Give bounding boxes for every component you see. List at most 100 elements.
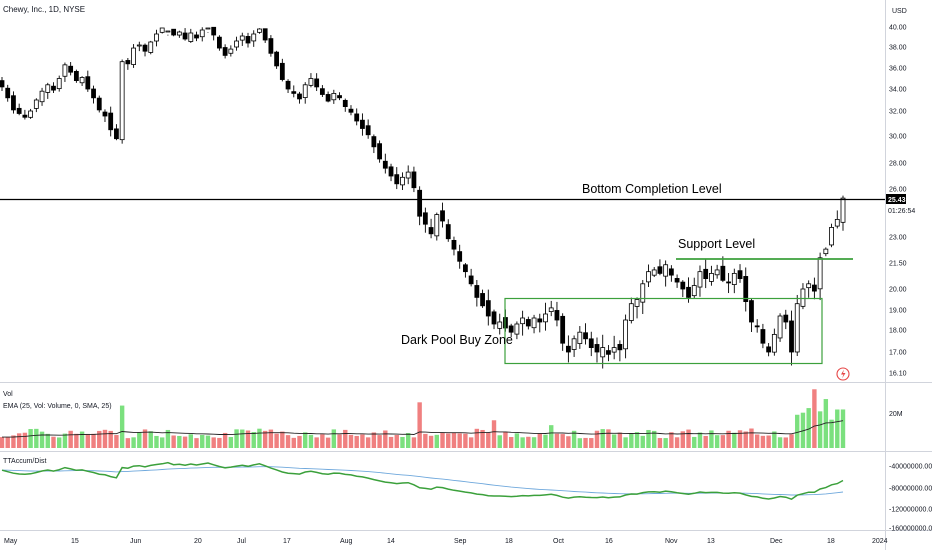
candle-body <box>142 44 148 52</box>
price-tick-label: 38.00 <box>889 45 907 52</box>
volume-ema-line <box>2 420 844 438</box>
time-tick-label: Aug <box>340 538 353 545</box>
candle-body <box>691 285 697 297</box>
volume-bar <box>440 432 445 448</box>
volume-bar <box>423 433 428 448</box>
volume-bar <box>274 433 279 448</box>
volume-bar <box>812 389 817 448</box>
volume-bar <box>142 429 148 448</box>
volume-bar <box>34 428 39 448</box>
volume-bar <box>394 434 399 448</box>
volume-tick: 20M <box>889 411 903 418</box>
candle-body <box>743 276 749 302</box>
candle-body <box>125 60 131 65</box>
volume-bar <box>646 429 651 448</box>
currency-label: USD <box>892 8 907 15</box>
candle-body <box>5 87 11 99</box>
candle-body <box>537 318 543 323</box>
volume-bar <box>119 405 125 448</box>
volume-title: Vol <box>3 391 13 398</box>
volume-bar <box>577 438 583 448</box>
candle-body <box>291 91 297 94</box>
candle-body <box>257 28 262 33</box>
volume-bar <box>11 435 16 448</box>
last-price-tag <box>886 194 906 204</box>
volume-bar <box>325 437 331 448</box>
price-tick-label: 40.00 <box>889 25 907 32</box>
volume-bar <box>343 429 348 448</box>
candle-body <box>428 227 434 235</box>
candle-body <box>445 224 451 240</box>
candle-body <box>674 278 680 283</box>
volume-bar <box>743 431 748 448</box>
candle-body <box>823 248 829 255</box>
time-tick-label: 2024 <box>872 538 888 545</box>
candle-body <box>497 321 503 329</box>
candle-body <box>749 300 754 323</box>
candle-body <box>96 97 102 111</box>
volume-bar <box>468 437 474 448</box>
candle-body <box>663 264 669 277</box>
volume-bar <box>417 402 422 448</box>
candle-body <box>136 44 142 47</box>
volume-bar <box>268 429 274 448</box>
candle-body <box>777 315 783 339</box>
candle-body <box>840 197 846 223</box>
price-tick-label: 20.00 <box>889 287 907 294</box>
volume-bar <box>62 433 68 448</box>
candle-body <box>337 95 342 99</box>
candle-body <box>480 293 485 307</box>
candle-body <box>554 310 560 321</box>
candle-body <box>829 226 834 246</box>
candle-body <box>783 314 789 323</box>
volume-bar <box>280 431 285 448</box>
volume-bar <box>686 429 691 448</box>
volume-bar <box>554 433 560 448</box>
volume-bar <box>16 433 22 448</box>
volume-bar <box>566 436 571 448</box>
candle-body <box>714 269 720 276</box>
volume-bar <box>308 434 314 448</box>
price-tick-label: 18.00 <box>889 328 907 335</box>
candle-body <box>720 265 726 281</box>
volume-bar <box>795 414 800 448</box>
candle-body <box>56 78 62 90</box>
volume-bar <box>560 434 565 448</box>
volume-bar <box>703 435 708 448</box>
candle-body <box>182 32 188 40</box>
candle-body <box>474 285 480 298</box>
candle-body <box>62 64 68 77</box>
time-tick-label: Jun <box>130 538 141 545</box>
candle-body <box>697 271 703 288</box>
volume-bar <box>503 431 508 448</box>
volume-bar <box>726 430 731 448</box>
candle-body <box>371 136 377 148</box>
bottom-completion-label: Bottom Completion Level <box>582 182 722 196</box>
volume-bar <box>754 434 760 448</box>
alert-icon[interactable] <box>836 367 850 381</box>
volume-bar <box>331 429 337 448</box>
candle-body <box>531 317 537 329</box>
candle-body <box>485 300 491 317</box>
candle-body <box>0 80 5 88</box>
candle-body <box>463 264 468 273</box>
candle-body <box>800 288 806 307</box>
volume-bar <box>486 432 491 448</box>
candle-body <box>611 347 617 353</box>
volume-bar <box>549 425 554 448</box>
volume-bar <box>177 435 182 448</box>
candle-body <box>806 283 812 289</box>
volume-bar <box>817 411 823 448</box>
candle-body <box>771 333 777 353</box>
candle-body <box>268 38 274 54</box>
support-level-label: Support Level <box>678 237 755 251</box>
volume-bar <box>165 429 171 448</box>
candle-body <box>171 28 177 36</box>
volume-bar <box>800 412 806 448</box>
price-tick-label: 17.00 <box>889 350 907 357</box>
candle-body <box>565 345 571 353</box>
volume-bar <box>251 431 256 448</box>
volume-bar <box>829 419 834 448</box>
volume-bar <box>257 428 262 448</box>
candle-body <box>360 119 365 129</box>
